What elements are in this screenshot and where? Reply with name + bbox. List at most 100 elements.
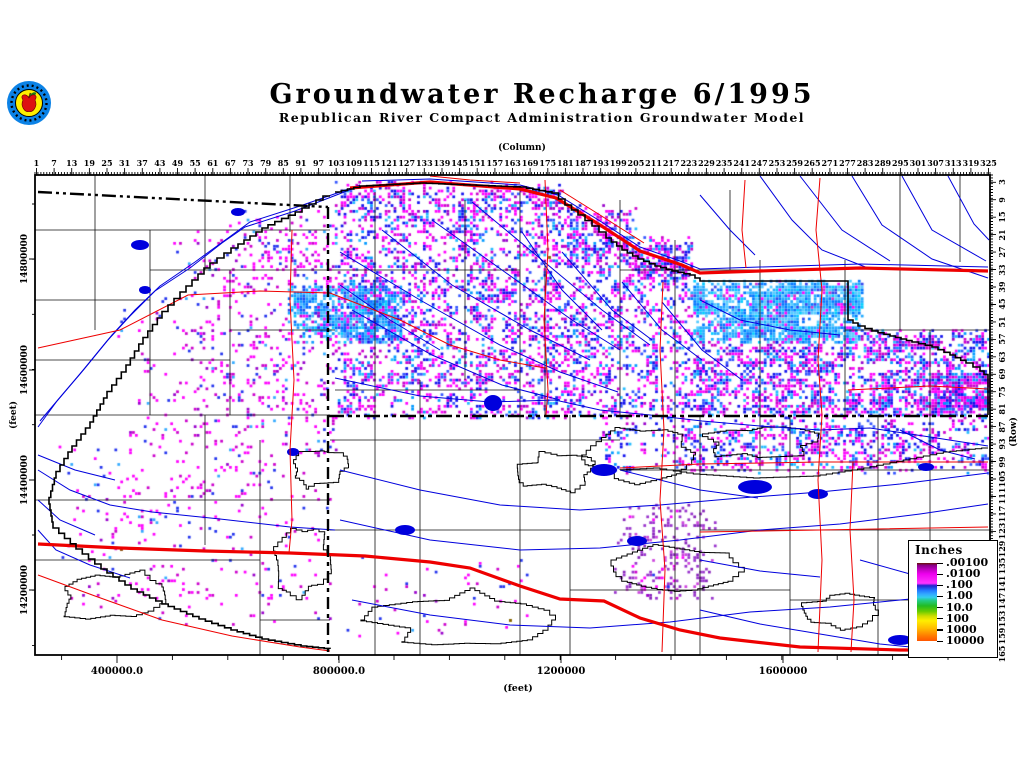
column-tick-label: 7 — [51, 158, 57, 168]
river-line — [381, 229, 591, 361]
river-line — [339, 251, 619, 393]
northing-tick-label: 14400000 — [20, 454, 30, 506]
column-tick-label: 127 — [398, 158, 416, 168]
lake — [395, 525, 415, 535]
column-tick-label: 151 — [468, 158, 486, 168]
column-tick-label: 49 — [171, 158, 184, 168]
column-tick-label: 133 — [415, 158, 433, 168]
column-tick-label: 295 — [892, 158, 909, 168]
column-tick-label: 235 — [715, 158, 733, 168]
top-axis-title: (Column) — [498, 143, 546, 153]
column-tick-label: 109 — [345, 158, 363, 168]
column-tick-label: 193 — [592, 158, 609, 168]
column-tick-label: 175 — [539, 158, 557, 168]
highway-thin — [543, 179, 549, 416]
column-tick-label: 313 — [944, 158, 962, 168]
column-tick-label: 103 — [327, 158, 345, 168]
river-line — [351, 309, 561, 401]
legend-title: Inches — [915, 543, 963, 557]
geology-outline — [293, 450, 349, 490]
column-tick-label: 169 — [521, 158, 539, 168]
column-tick-label: 139 — [433, 158, 451, 168]
legend-tick-label: .0100 — [946, 567, 981, 581]
row-tick-label: 129 — [997, 540, 1007, 558]
river-line — [37, 499, 96, 536]
column-tick-label: 13 — [66, 158, 78, 168]
column-tick-label: 247 — [750, 158, 768, 168]
bottom-axis-title: (feet) — [503, 683, 533, 694]
geology-outline — [63, 569, 167, 620]
river-line — [851, 175, 989, 279]
column-tick-label: 259 — [786, 158, 803, 168]
highway-thin — [288, 229, 295, 554]
model-boundary — [335, 182, 989, 415]
column-tick-label: 121 — [380, 158, 398, 168]
column-tick-label: 55 — [189, 158, 201, 168]
easting-tick-label: 1200000 — [536, 666, 586, 677]
lake — [131, 240, 149, 250]
legend-tick — [937, 629, 943, 631]
legend-tick-label: 1.00 — [946, 589, 973, 603]
row-tick-label: 75 — [997, 386, 1007, 398]
river-line — [621, 281, 703, 361]
column-tick-label: 61 — [207, 158, 219, 168]
highway-thin — [847, 385, 989, 391]
column-tick-label: 79 — [260, 158, 272, 168]
column-tick-label: 97 — [312, 158, 325, 168]
legend-tick-label: 1000 — [946, 622, 977, 636]
column-tick-label: 271 — [821, 158, 839, 168]
column-tick-label: 73 — [242, 158, 254, 168]
row-tick-label: 39 — [997, 281, 1007, 293]
column-tick-label: 277 — [839, 158, 856, 168]
geology-outline — [516, 451, 596, 494]
chart-title: Groundwater Recharge 6/1995 — [269, 79, 815, 110]
lake — [918, 463, 934, 471]
river-line — [431, 219, 621, 351]
geology-outline — [273, 527, 332, 601]
river-line — [521, 231, 603, 331]
river-line — [361, 178, 989, 270]
column-tick-label: 157 — [486, 158, 504, 168]
row-tick-label: 21 — [997, 229, 1007, 241]
lake — [287, 448, 299, 456]
column-tick-label: 91 — [295, 158, 307, 168]
column-tick-label: 211 — [645, 158, 662, 168]
row-tick-label: 3 — [997, 179, 1007, 186]
column-tick-label: 115 — [363, 158, 380, 168]
column-tick-label: 265 — [803, 158, 821, 168]
column-tick-label: 223 — [680, 158, 698, 168]
row-tick-label: 87 — [997, 421, 1007, 433]
column-tick-label: 241 — [733, 158, 751, 168]
column-tick-label: 1 — [33, 158, 40, 168]
row-tick-label: 99 — [997, 455, 1007, 468]
model-boundary — [48, 195, 331, 650]
legend-tick-label: .00100 — [946, 556, 989, 569]
row-tick-label: 117 — [997, 505, 1007, 523]
lake — [627, 536, 647, 546]
column-tick-label: 31 — [119, 158, 131, 168]
river-line — [901, 175, 987, 262]
highway-thin — [741, 179, 747, 269]
chart-subtitle: Republican River Compact Administration … — [278, 110, 806, 125]
legend-tick-label: .100 — [946, 578, 973, 592]
easting-tick-label: 1600000 — [758, 666, 808, 677]
river-line — [37, 469, 336, 531]
highway-thin — [849, 461, 855, 653]
lake — [888, 635, 912, 645]
model-boundary — [619, 447, 988, 479]
column-tick-label: 325 — [980, 158, 997, 168]
river-line — [699, 609, 941, 651]
legend-color-bar — [917, 563, 937, 641]
column-tick-label: 319 — [962, 158, 980, 168]
left-axis-title: (feet) — [9, 401, 19, 429]
column-tick-label: 307 — [927, 158, 944, 168]
row-tick-label: 153 — [997, 610, 1007, 627]
row-tick-label: 69 — [997, 368, 1007, 380]
river-line — [39, 184, 361, 422]
column-tick-label: 283 — [856, 158, 874, 168]
river-line — [37, 454, 116, 481]
right-axis-title: (Row) — [1009, 417, 1019, 447]
